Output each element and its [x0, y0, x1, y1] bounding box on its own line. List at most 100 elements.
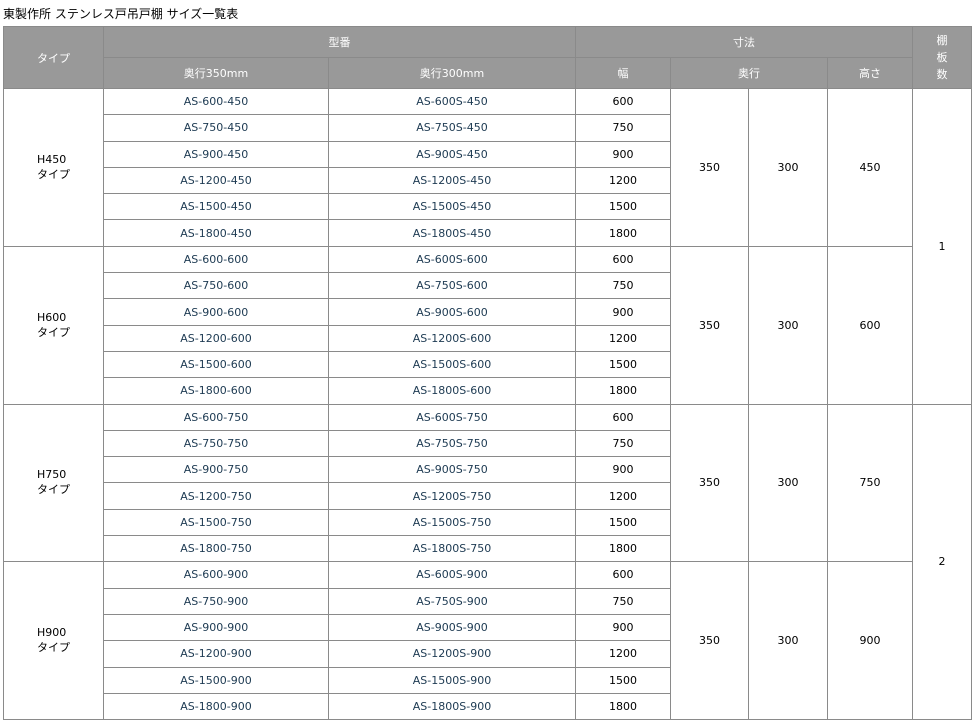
shelves-cell: 2 [912, 403, 972, 721]
model-300-cell: AS-600S-600 [328, 245, 576, 274]
size-table: タイプ 型番 寸法 棚板数 奥行350mm 奥行300mm 幅 奥行 高さ H4… [3, 26, 972, 721]
width-cell: 750 [575, 429, 671, 458]
width-cell: 1500 [575, 508, 671, 537]
model-350-cell: AS-1200-450 [103, 166, 329, 195]
model-350-cell: AS-900-750 [103, 456, 329, 484]
model-350-cell: AS-750-900 [103, 587, 329, 615]
header-shelves-label: 棚板数 [936, 34, 948, 81]
model-300-cell: AS-1800S-600 [328, 377, 576, 405]
model-300-cell: AS-900S-750 [328, 456, 576, 484]
depth350-cell: 350 [670, 88, 749, 247]
width-cell: 1200 [575, 640, 671, 668]
model-350-cell: AS-1200-750 [103, 482, 329, 510]
header-depth350: 奥行350mm [103, 57, 329, 89]
header-width: 幅 [575, 57, 671, 89]
table-row: H600 タイプ AS-600-600 AS-600S-600 600 350 300 60… [3, 245, 972, 405]
model-300-cell: AS-900S-600 [328, 298, 576, 326]
width-cell: 1200 [575, 166, 671, 195]
table-row: H900 タイプ AS-600-900 AS-600S-900 600 350 300 90… [3, 561, 972, 721]
depth350-cell: 350 [670, 245, 749, 405]
type-cell: H600 タイプ [3, 245, 104, 405]
table-row: AS-1800-750 AS-1800S-750 1800 [4, 535, 972, 563]
header-model: 型番 [103, 26, 576, 58]
model-350-cell: AS-750-450 [103, 114, 329, 142]
width-cell: 600 [575, 87, 671, 116]
header-dimensions: 寸法 [575, 26, 913, 58]
depth300-cell: 300 [748, 245, 828, 405]
table-row: AS-1500-900 AS-1500S-900 1500 [4, 666, 972, 694]
width-cell: 1800 [575, 535, 671, 563]
table-row: AS-1200-900 AS-1200S-900 1200 [4, 640, 972, 668]
model-350-cell: AS-600-750 [103, 403, 329, 431]
table-row: AS-1200-600 AS-1200S-600 1200 [4, 324, 972, 352]
model-300-cell: AS-750S-450 [328, 114, 576, 142]
table-row: AS-750-750 AS-750S-750 750 [4, 429, 972, 458]
model-300-cell: AS-750S-900 [328, 587, 576, 615]
width-cell: 1500 [575, 193, 671, 221]
type-cell: H450 タイプ [3, 88, 104, 247]
depth300-cell: 300 [748, 403, 828, 563]
model-350-cell: AS-1800-900 [103, 692, 329, 721]
model-350-cell: AS-900-600 [103, 298, 329, 326]
width-cell: 1200 [575, 324, 671, 352]
width-cell: 600 [575, 403, 671, 431]
height-cell: 900 [827, 561, 913, 721]
width-cell: 900 [575, 140, 671, 168]
model-350-cell: AS-600-450 [103, 87, 329, 116]
model-300-cell: AS-1200S-750 [328, 482, 576, 510]
model-300-cell: AS-1200S-900 [328, 640, 576, 668]
model-300-cell: AS-1500S-750 [328, 508, 576, 537]
model-350-cell: AS-1800-750 [103, 535, 329, 563]
model-300-cell: AS-900S-450 [328, 140, 576, 168]
table-row: H450 タイプ AS-600-450 AS-600S-450 600 350 300 45… [3, 87, 972, 405]
model-350-cell: AS-750-600 [103, 272, 329, 300]
table-row: AS-1800-600 AS-1800S-600 1800 [4, 377, 972, 405]
model-350-cell: AS-600-900 [103, 561, 329, 589]
table-row: AS-1500-450 AS-1500S-450 1500 [4, 193, 972, 221]
width-cell: 750 [575, 587, 671, 615]
header-depth300: 奥行300mm [328, 57, 576, 89]
header-depth: 奥行 [670, 57, 828, 89]
type-cell: H750 タイプ [3, 403, 104, 563]
width-cell: 600 [575, 245, 671, 274]
model-350-cell: AS-1800-450 [103, 219, 329, 247]
model-300-cell: AS-600S-900 [328, 561, 576, 589]
model-300-cell: AS-1800S-900 [328, 692, 576, 721]
table-row: H750 タイプ AS-600-750 AS-600S-750 600 350 300 75… [3, 403, 972, 721]
model-350-cell: AS-900-450 [103, 140, 329, 168]
model-350-cell: AS-1500-750 [103, 508, 329, 537]
model-350-cell: AS-600-600 [103, 245, 329, 274]
model-350-cell: AS-1200-900 [103, 640, 329, 668]
width-cell: 1500 [575, 350, 671, 379]
table-row: AS-1500-750 AS-1500S-750 1500 [4, 508, 972, 537]
width-cell: 750 [575, 114, 671, 142]
table-row: AS-750-450 AS-750S-450 750 [4, 114, 972, 142]
table-row: AS-1800-900 AS-1800S-900 1800 [4, 692, 972, 721]
model-300-cell: AS-1500S-600 [328, 350, 576, 379]
table-row: AS-900-600 AS-900S-600 900 [4, 298, 972, 326]
type-cell: H900 タイプ [3, 561, 104, 721]
width-cell: 1800 [575, 219, 671, 247]
model-300-cell: AS-1200S-450 [328, 166, 576, 195]
model-300-cell: AS-900S-900 [328, 613, 576, 642]
model-300-cell: AS-1200S-600 [328, 324, 576, 352]
height-cell: 450 [827, 88, 913, 247]
depth300-cell: 300 [748, 88, 828, 247]
model-300-cell: AS-1500S-450 [328, 193, 576, 221]
width-cell: 750 [575, 272, 671, 300]
model-350-cell: AS-1500-900 [103, 666, 329, 694]
depth350-cell: 350 [670, 403, 749, 563]
model-350-cell: AS-1500-450 [103, 193, 329, 221]
model-300-cell: AS-600S-750 [328, 403, 576, 431]
width-cell: 1200 [575, 482, 671, 510]
model-350-cell: AS-1200-600 [103, 324, 329, 352]
header-shelves: 棚板数 [912, 26, 972, 89]
depth350-cell: 350 [670, 561, 749, 721]
header-height: 高さ [827, 57, 913, 89]
table-row: AS-750-900 AS-750S-900 750 [4, 587, 972, 615]
model-300-cell: AS-750S-750 [328, 429, 576, 458]
height-cell: 600 [827, 245, 913, 405]
depth300-cell: 300 [748, 561, 828, 721]
model-350-cell: AS-900-900 [103, 613, 329, 642]
width-cell: 900 [575, 456, 671, 484]
